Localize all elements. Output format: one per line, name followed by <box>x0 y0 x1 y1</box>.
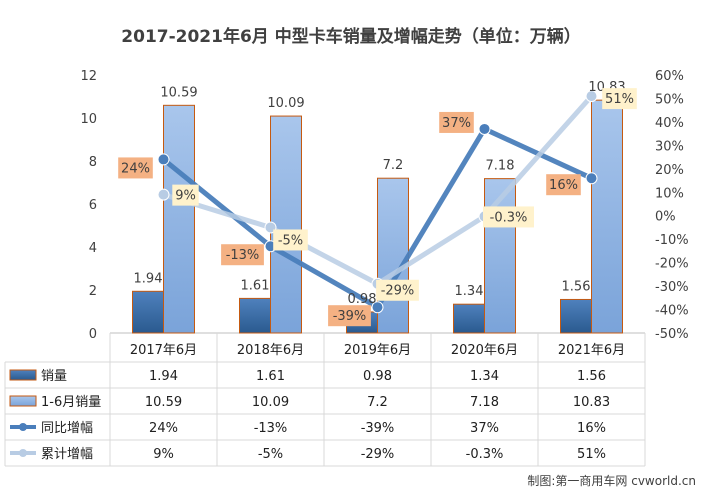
bar-ytd-sales <box>591 99 623 334</box>
right-axis-tick: 0% <box>655 210 676 225</box>
bar-ytd-sales <box>163 104 195 334</box>
line-label-cumulative: 51% <box>605 92 634 107</box>
line-label-box-cumulative <box>602 88 637 110</box>
bar-monthly-sales <box>239 297 271 334</box>
x-category-label: 2021年6月 <box>558 343 625 358</box>
left-axis-tick: 2 <box>89 284 97 299</box>
legend-label: 同比增幅 <box>41 421 93 436</box>
table-cell: 10.83 <box>573 395 610 410</box>
left-axis-tick: 10 <box>80 112 97 127</box>
chart-title: 2017-2021年6月 中型卡车销量及增幅走势（单位：万辆） <box>121 26 580 47</box>
line-label-yoy: -13% <box>226 248 260 263</box>
right-axis-tick: 60% <box>655 69 684 84</box>
x-category-label: 2019年6月 <box>344 343 411 358</box>
bar-label-monthly: 1.94 <box>134 271 163 286</box>
table-cell: 51% <box>577 447 606 462</box>
table-cell: -13% <box>254 421 288 436</box>
table-cell: 10.09 <box>252 395 289 410</box>
left-axis-tick: 0 <box>89 327 97 342</box>
right-axis-tick: -20% <box>655 257 689 272</box>
right-axis-tick: -30% <box>655 280 689 295</box>
line-label-yoy: 16% <box>549 178 578 193</box>
bar-label-ytd: 7.18 <box>486 159 515 174</box>
point-yoy-growth <box>585 172 598 185</box>
table-cell: 0.98 <box>363 369 392 384</box>
point-yoy-growth <box>478 122 491 135</box>
left-axis-tick: 8 <box>89 155 97 170</box>
line-label-yoy: 37% <box>442 116 471 131</box>
bar-monthly-sales <box>560 298 592 334</box>
bar-label-monthly: 1.56 <box>562 279 591 294</box>
line-label-cumulative: -5% <box>278 233 303 248</box>
credit-text: 制图:第一商用车网 cvworld.cn <box>527 473 696 488</box>
right-axis-tick: -50% <box>655 327 689 342</box>
table-cell: 7.2 <box>367 395 388 410</box>
legend-label: 销量 <box>41 369 67 384</box>
right-axis-tick: 30% <box>655 139 684 154</box>
table-cell: 1.56 <box>577 369 606 384</box>
bar-label-monthly: 1.61 <box>241 278 270 293</box>
table-cell: 16% <box>577 421 606 436</box>
table-cell: -0.3% <box>466 447 504 462</box>
line-label-cumulative: 9% <box>175 189 196 204</box>
legend-swatch-marker <box>19 449 27 457</box>
left-axis-tick: 12 <box>80 69 97 84</box>
right-axis-tick: 40% <box>655 116 684 131</box>
bar-label-monthly: 1.34 <box>455 284 484 299</box>
line-label-yoy: 24% <box>121 161 150 176</box>
table-cell: 1.61 <box>256 369 285 384</box>
x-category-label: 2018年6月 <box>237 343 304 358</box>
line-label-box-yoy <box>439 111 474 133</box>
line-label-box-yoy <box>118 157 153 179</box>
bar-label-ytd: 10.09 <box>267 96 304 111</box>
line-label-box-yoy <box>221 244 264 266</box>
line-label-box-cumulative <box>376 279 419 301</box>
table-cell: 10.59 <box>145 395 182 410</box>
legend-label: 1-6月销量 <box>41 395 101 410</box>
line-label-box-yoy <box>328 305 371 327</box>
line-label-box-yoy <box>546 174 581 196</box>
bar-ytd-sales <box>484 178 516 334</box>
right-axis-tick: 10% <box>655 186 684 201</box>
line-label-box-cumulative <box>483 206 534 228</box>
bar-label-ytd: 10.59 <box>160 85 197 100</box>
line-label-box-cumulative <box>172 184 199 206</box>
table-cell: 9% <box>153 447 174 462</box>
legend-label: 累计增幅 <box>41 447 93 462</box>
table-cell: 1.34 <box>470 369 499 384</box>
point-cumulative-growth <box>585 90 598 103</box>
table-cell: 1.94 <box>149 369 178 384</box>
line-label-cumulative: -0.3% <box>490 210 528 225</box>
x-category-label: 2017年6月 <box>130 343 197 358</box>
x-category-label: 2020年6月 <box>451 343 518 358</box>
point-cumulative-growth <box>157 188 170 201</box>
right-axis-tick: 20% <box>655 163 684 178</box>
table-cell: 37% <box>470 421 499 436</box>
line-label-cumulative: -29% <box>381 284 415 299</box>
right-axis-tick: -40% <box>655 304 689 319</box>
bar-monthly-sales <box>132 290 164 334</box>
right-axis-tick: 50% <box>655 92 684 107</box>
table-cell: -39% <box>361 421 395 436</box>
left-axis-tick: 6 <box>89 198 97 213</box>
bar-monthly-sales <box>453 303 485 334</box>
point-yoy-growth <box>371 301 384 314</box>
table-cell: -5% <box>258 447 283 462</box>
left-axis-tick: 4 <box>89 241 97 256</box>
line-label-yoy: -39% <box>333 309 367 324</box>
line-label-box-cumulative <box>273 229 308 251</box>
bar-label-ytd: 7.2 <box>383 158 404 173</box>
table-cell: -29% <box>361 447 395 462</box>
legend-swatch-marker <box>19 423 27 431</box>
table-cell: 7.18 <box>470 395 499 410</box>
legend-swatch-bar <box>9 369 37 381</box>
right-axis-tick: -10% <box>655 233 689 248</box>
table-cell: 24% <box>149 421 178 436</box>
point-yoy-growth <box>157 153 170 166</box>
legend-swatch-bar <box>9 395 37 407</box>
bar-label-monthly: 0.98 <box>348 292 377 307</box>
